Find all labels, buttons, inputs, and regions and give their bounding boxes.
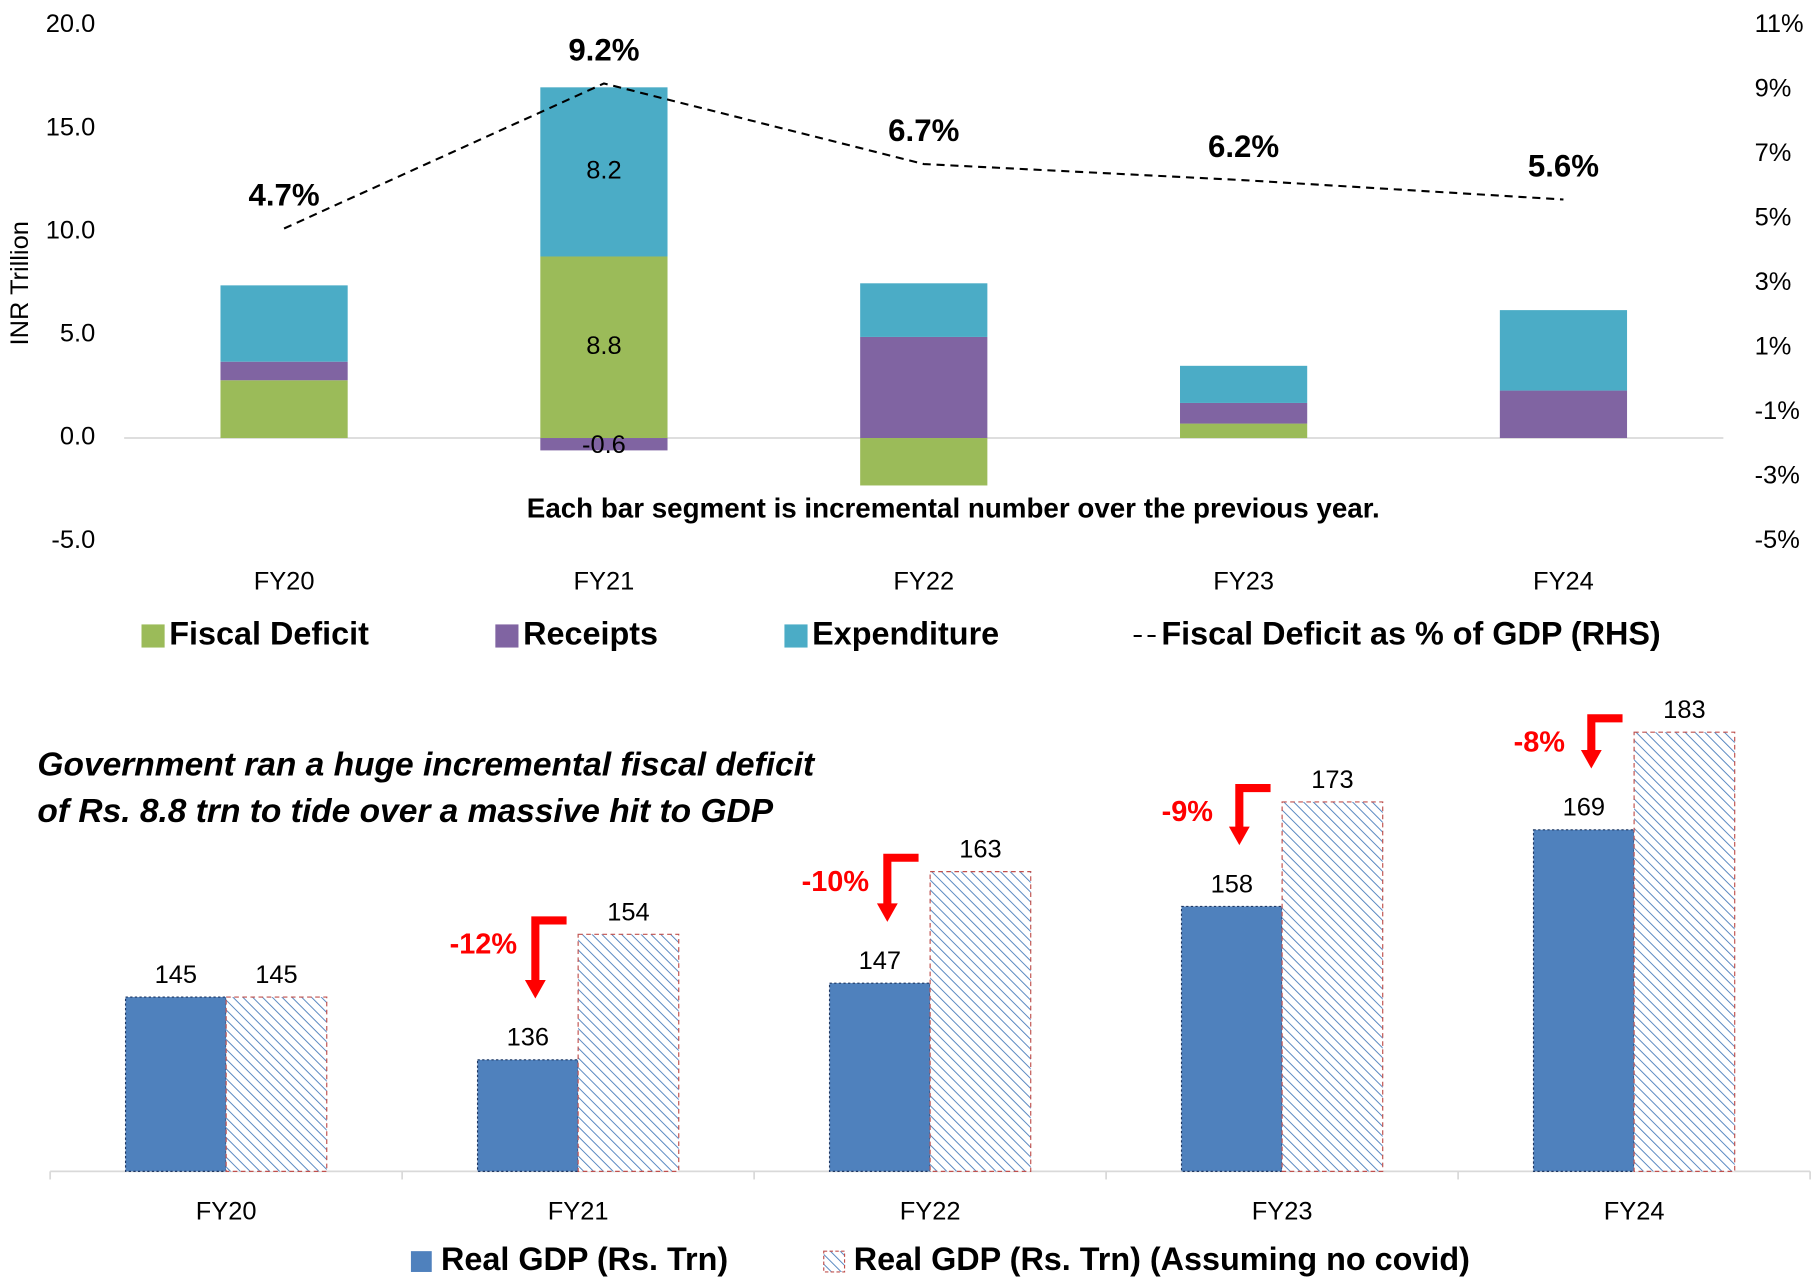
legend-swatch	[784, 624, 808, 648]
legend-label: Fiscal Deficit as % of GDP (RHS)	[1161, 616, 1660, 652]
x-tick-label: FY20	[196, 1198, 257, 1226]
y-tick-label: 15.0	[46, 113, 95, 141]
legend-swatch	[410, 1251, 432, 1272]
legend-swatch	[823, 1250, 846, 1273]
data-label: 147	[859, 947, 901, 975]
data-label: 145	[255, 961, 297, 989]
gap-label: -12%	[450, 929, 517, 961]
legend-label: Real GDP (Rs. Trn)	[441, 1241, 728, 1277]
y2-tick-label: 9%	[1755, 75, 1792, 103]
gap-arrow-head	[876, 903, 898, 922]
y-axis-label: INR Trillion	[6, 221, 34, 345]
line-label: 4.7%	[248, 178, 319, 213]
line	[283, 82, 1564, 230]
data-label: 8.8	[586, 332, 621, 360]
data-label: 158	[1211, 870, 1253, 898]
bar-segment	[1180, 423, 1308, 439]
bar	[828, 982, 931, 1172]
annotation: Government ran a huge incremental fiscal…	[37, 747, 816, 784]
y-tick-label: 0.0	[60, 423, 95, 451]
bar-segment	[540, 438, 668, 451]
x-tick-label: FY22	[900, 1198, 961, 1226]
bar-segment	[860, 438, 988, 486]
bar-segment	[1180, 365, 1308, 403]
x-tick-label: FY21	[574, 568, 635, 596]
gap-arrow-head	[1580, 749, 1602, 769]
bar-segment	[860, 283, 988, 337]
x-tick-label: FY20	[254, 568, 315, 596]
data-label: 136	[507, 1024, 549, 1052]
data-label: 145	[155, 961, 197, 989]
bar-segment	[220, 361, 348, 381]
gap-label: -9%	[1162, 796, 1213, 828]
y2-tick-label: -5%	[1755, 526, 1800, 554]
legend-swatch	[495, 624, 519, 648]
x-tick-label: FY22	[893, 568, 954, 596]
gap-label: -8%	[1514, 726, 1565, 758]
y-tick-label: 20.0	[46, 10, 95, 38]
data-label: 183	[1663, 696, 1705, 724]
x-tick-label: FY24	[1533, 568, 1594, 596]
bar-segment	[540, 87, 668, 257]
y2-tick-label: 11%	[1755, 10, 1804, 38]
bar	[1180, 905, 1283, 1172]
legend-label: Receipts	[523, 616, 658, 652]
data-label: 163	[959, 836, 1001, 864]
x-tick-label: FY23	[1252, 1198, 1313, 1226]
annotation: Each bar segment is incremental number o…	[527, 492, 1380, 523]
bar	[929, 871, 1032, 1172]
gap-arrow	[1587, 714, 1623, 753]
bar-segment	[1499, 310, 1628, 391]
bar	[476, 1059, 579, 1172]
gap-label: -10%	[802, 866, 869, 898]
y2-tick-label: -1%	[1755, 397, 1800, 425]
y-tick-label: 10.0	[46, 216, 95, 244]
data-label: 173	[1311, 766, 1353, 794]
legend-label: Fiscal Deficit	[169, 616, 369, 652]
bar-segment	[1499, 390, 1628, 439]
y2-tick-label: 5%	[1755, 204, 1792, 232]
y2-tick-label: 1%	[1755, 332, 1792, 360]
bar	[225, 996, 328, 1172]
y-tick-label: -5.0	[51, 526, 95, 554]
legend-label: Expenditure	[812, 616, 999, 652]
bar-segment	[1180, 402, 1308, 424]
bar-segment	[220, 380, 348, 439]
x-tick-label: FY23	[1213, 568, 1274, 596]
data-label: 8.2	[586, 157, 621, 185]
data-label: 169	[1563, 794, 1605, 822]
gap-arrow	[1235, 783, 1271, 829]
line-label: 6.7%	[888, 113, 959, 148]
bar	[1281, 801, 1384, 1172]
gap-arrow-head	[524, 980, 546, 999]
gap-arrow-head	[1228, 826, 1250, 846]
x-tick-label: FY24	[1604, 1198, 1665, 1226]
bar	[1633, 731, 1736, 1172]
bar-segment	[540, 256, 668, 439]
line-label: 5.6%	[1528, 149, 1599, 184]
data-label: 154	[607, 898, 649, 926]
bar	[1532, 829, 1635, 1172]
annotation: of Rs. 8.8 trn to tide over a massive hi…	[37, 793, 773, 830]
gap-arrow	[883, 853, 919, 906]
y2-tick-label: 3%	[1755, 268, 1792, 296]
legend-swatch	[141, 624, 165, 648]
y2-tick-label: 7%	[1755, 139, 1792, 167]
data-label: -0.6	[582, 431, 626, 459]
bar	[124, 996, 227, 1172]
x-tick-label: FY21	[548, 1198, 609, 1226]
y2-tick-label: -3%	[1755, 461, 1800, 489]
bar-segment	[860, 336, 988, 439]
gap-arrow	[531, 916, 567, 983]
line-label: 6.2%	[1208, 129, 1279, 164]
y-tick-label: 5.0	[60, 320, 95, 348]
legend-label: Real GDP (Rs. Trn) (Assuming no covid)	[854, 1241, 1470, 1277]
bar-segment	[220, 285, 348, 362]
line-label: 9.2%	[568, 32, 639, 67]
bar	[577, 933, 680, 1172]
